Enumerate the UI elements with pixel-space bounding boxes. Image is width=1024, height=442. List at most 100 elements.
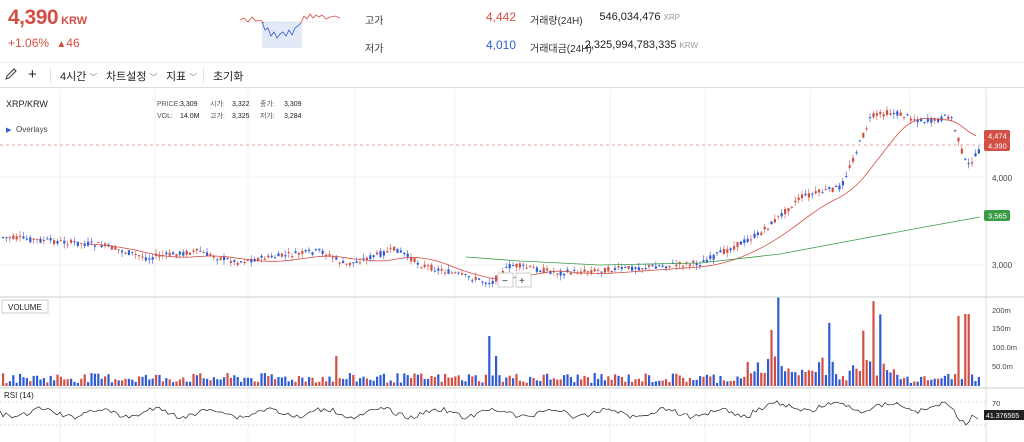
overlays-triangle-icon[interactable]: ▶ <box>6 127 12 134</box>
candle-body <box>2 237 5 239</box>
ohlc-open: 3,322 <box>232 101 250 108</box>
volume-bar <box>277 377 280 386</box>
candle-body <box>53 240 56 244</box>
volume-bar <box>386 382 389 386</box>
candle-body <box>481 281 484 283</box>
candle-body <box>365 257 368 261</box>
ohlc-price: 3,309 <box>180 101 198 108</box>
candle-body <box>977 149 980 154</box>
candle-body <box>940 116 943 121</box>
volume-bar <box>240 381 243 386</box>
volume-bar <box>937 378 940 386</box>
volume-bar <box>464 381 467 386</box>
volume-bar <box>977 376 980 386</box>
interval-dropdown[interactable]: 4시간 ﹀ <box>60 68 97 84</box>
candle-body <box>15 236 18 240</box>
reset-button[interactable]: 초기화 <box>213 71 244 83</box>
ohlc-low: 3,284 <box>284 113 302 120</box>
chevron-down-icon: ﹀ <box>149 73 158 82</box>
volume-bar <box>284 376 287 386</box>
candle-body <box>192 250 195 252</box>
volume-bar <box>335 356 338 386</box>
candle-body <box>331 257 334 259</box>
candle-body <box>304 250 307 252</box>
candle-body <box>59 240 62 242</box>
candle-body <box>960 148 963 154</box>
candle-body <box>488 282 491 285</box>
candle-body <box>828 187 831 189</box>
candle-body <box>117 249 120 251</box>
zoom-out-button[interactable]: − <box>497 272 514 288</box>
candle-body <box>807 193 810 198</box>
volume-bar <box>328 376 331 386</box>
volume-bar <box>753 371 756 386</box>
volume-bar <box>161 381 164 386</box>
candle-body <box>131 251 134 253</box>
interval-label: 4시간 <box>60 71 87 83</box>
indicators-dropdown[interactable]: 지표 ﹀ <box>166 68 197 84</box>
candle-body <box>739 241 742 245</box>
volume-bar <box>692 380 695 386</box>
candle-body <box>348 262 351 266</box>
candle-body <box>699 265 702 267</box>
candle-body <box>49 238 52 241</box>
candle-body <box>97 242 100 244</box>
volume-bar <box>542 374 545 386</box>
candle-body <box>709 255 712 259</box>
volume-bar <box>148 379 151 386</box>
candle-body <box>675 264 678 267</box>
candle-body <box>569 272 572 275</box>
volume-bar <box>124 378 127 386</box>
volume-bar <box>746 361 749 386</box>
candle-body <box>355 261 358 263</box>
volume-bar <box>841 376 844 386</box>
candle-body <box>410 257 413 262</box>
candle-body <box>413 257 416 263</box>
candle-body <box>522 264 525 266</box>
volume-bar <box>219 379 222 386</box>
indicators-label: 지표 <box>166 71 187 83</box>
volume-bar <box>5 382 8 386</box>
candle-body <box>389 247 392 249</box>
candle-body <box>399 250 402 253</box>
candle-body <box>178 251 181 255</box>
candle-body <box>359 262 362 264</box>
candle-body <box>831 187 834 192</box>
price-chart[interactable]: XRP/KRW ▶ Overlays PRICE: 3,309 시가: 3,32… <box>0 89 1024 442</box>
volume-bar <box>73 381 76 386</box>
volume-bar <box>532 378 535 386</box>
rsi-line <box>0 400 986 426</box>
candle-body <box>702 260 705 262</box>
pencil-icon[interactable] <box>4 67 18 84</box>
candle-body <box>440 269 443 271</box>
candle-body <box>682 266 685 268</box>
candle-body <box>872 113 875 118</box>
crosshair-icon[interactable]: + <box>28 66 37 83</box>
candle-body <box>471 280 474 282</box>
volume-bar <box>960 379 963 386</box>
candle-body <box>787 208 790 212</box>
volume-bar <box>865 360 868 386</box>
volume-bar <box>920 376 923 386</box>
candle-body <box>80 243 83 245</box>
candle-body <box>308 249 311 252</box>
volume-bar <box>607 376 610 386</box>
candle-body <box>549 270 552 274</box>
volume-bar <box>423 379 426 386</box>
candle-body <box>464 273 467 275</box>
zoom-in-button[interactable]: + <box>515 272 532 288</box>
volume-bar <box>243 377 246 386</box>
volume-bar <box>790 371 793 386</box>
chart-settings-dropdown[interactable]: 차트설정 ﹀ <box>106 68 157 84</box>
candle-body <box>712 254 715 260</box>
volume-bar <box>76 382 79 386</box>
candle-body <box>855 152 858 154</box>
volume-bar <box>780 366 783 386</box>
volume-bar <box>352 374 355 386</box>
candle-body <box>406 253 409 257</box>
volume-bar <box>807 370 810 386</box>
candle-body <box>947 116 950 120</box>
overlays-toggle[interactable]: Overlays <box>16 125 48 134</box>
volume-bar <box>223 377 226 386</box>
volume-bar <box>906 376 909 386</box>
